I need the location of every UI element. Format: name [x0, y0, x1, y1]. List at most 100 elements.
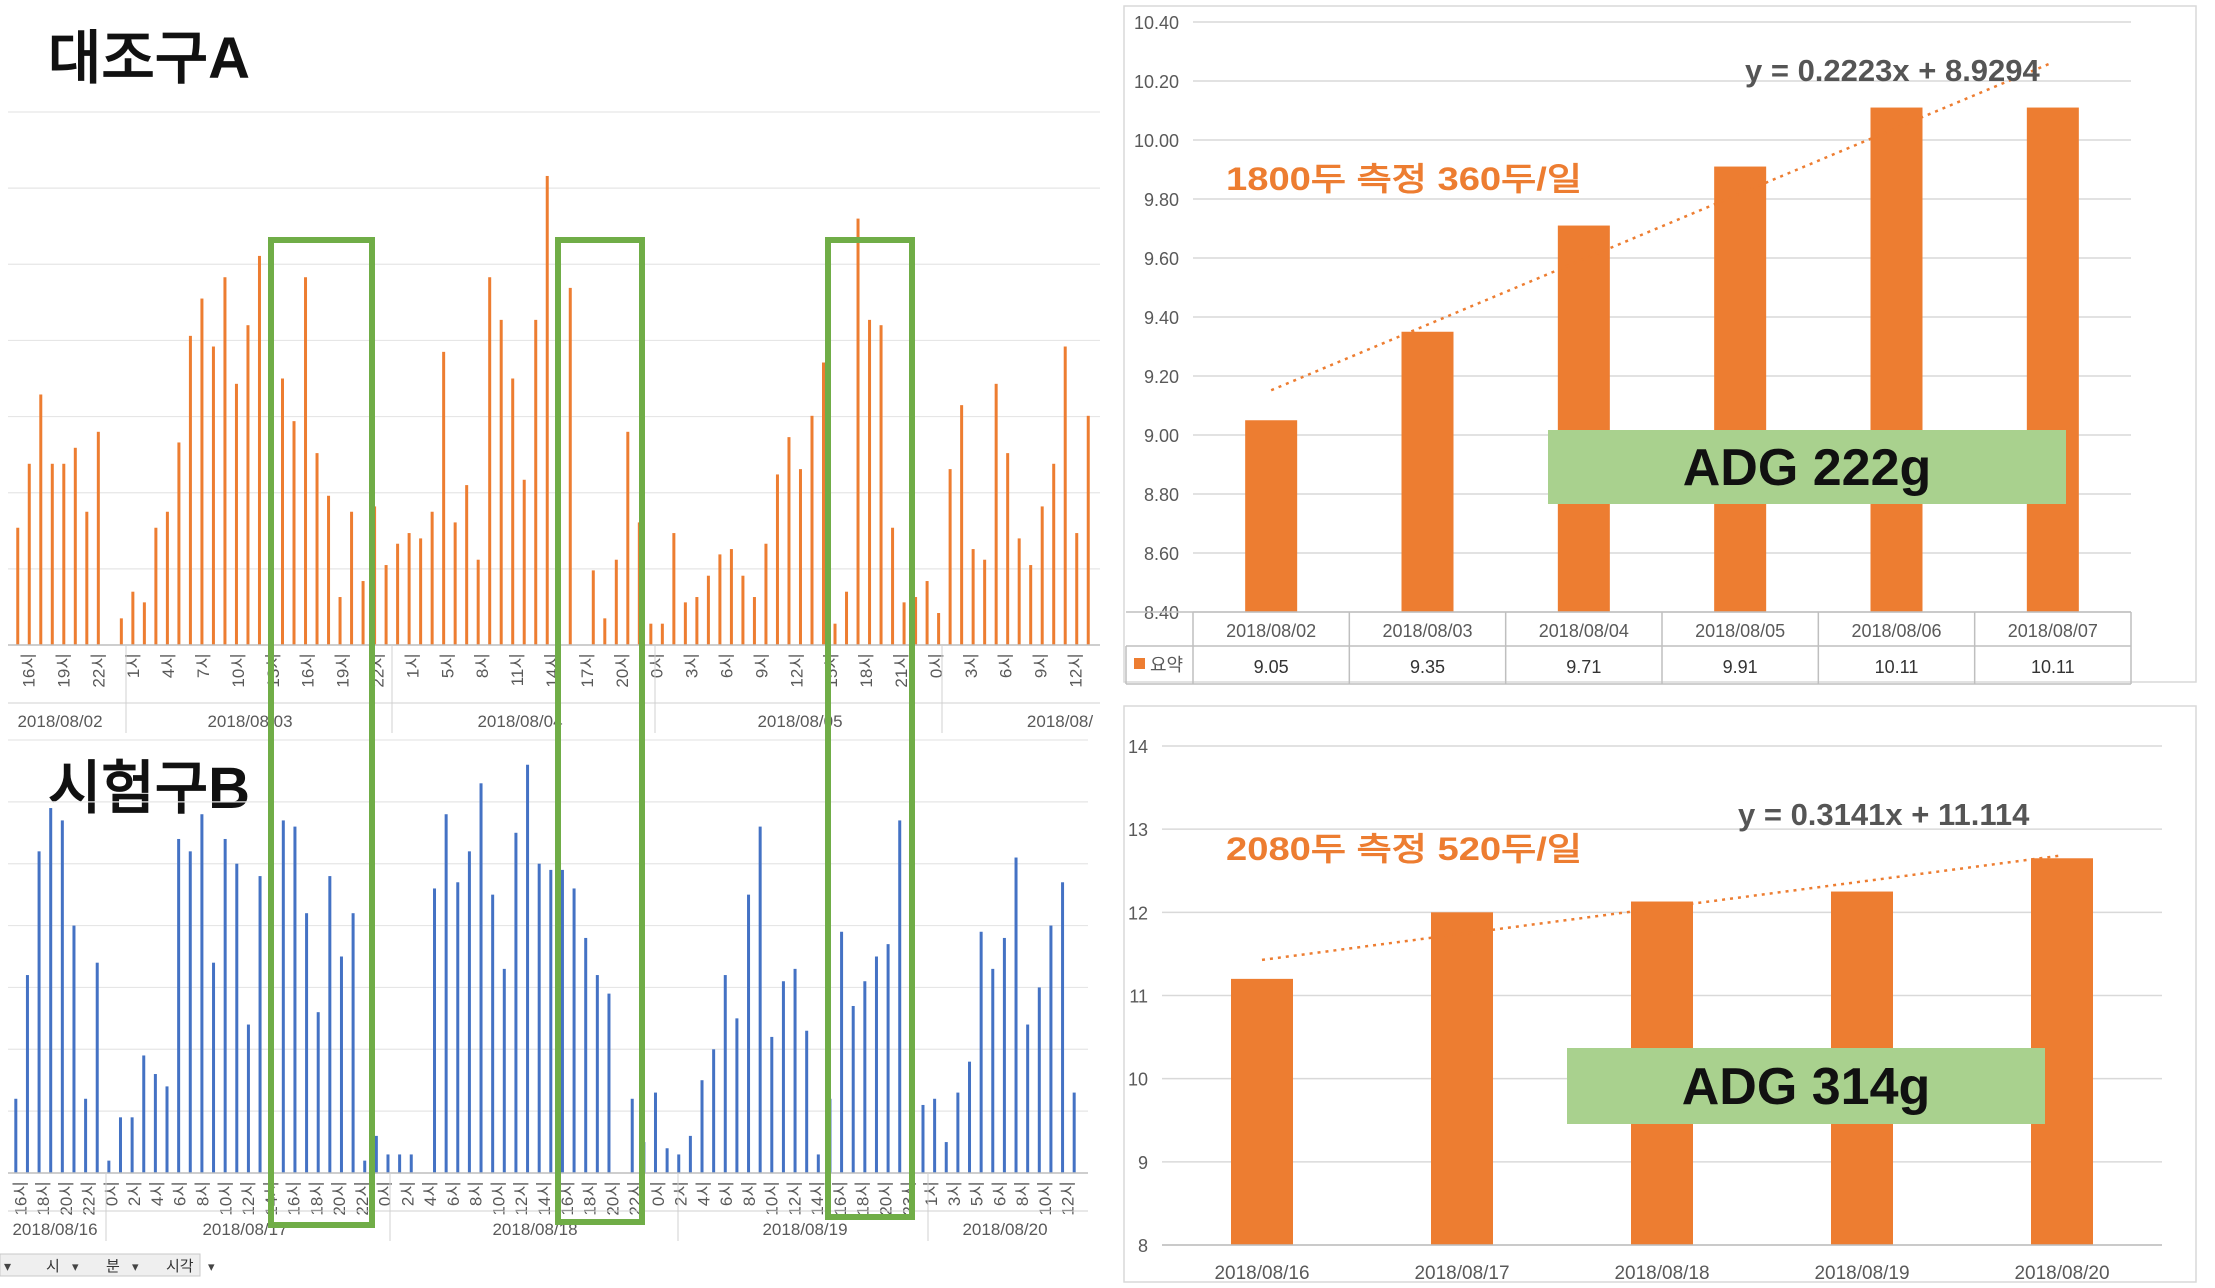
x-category-label: 2018/08/04 — [1539, 621, 1629, 641]
hourly-bar — [706, 575, 710, 645]
hour-label: 20시 — [57, 1181, 76, 1216]
hourly-bar — [514, 832, 518, 1173]
hour-label: 8시 — [473, 653, 492, 678]
hourly-bar — [50, 463, 54, 645]
daily-bar — [1870, 107, 1923, 613]
date-label: 2018/08/02 — [17, 712, 102, 731]
field-button-label: 시 — [46, 1258, 60, 1275]
hour-label: 6시 — [990, 1181, 1009, 1206]
hour-label: 8시 — [1013, 1181, 1032, 1206]
hourly-bar — [968, 1061, 972, 1173]
hourly-charts-panel: 대조구A 시험구B 16시 19시 22시 1시 4시 7시 10시 13시 16시 19시 22시… — [0, 0, 1105, 1288]
y-tick-label: 8.60 — [1144, 544, 1179, 564]
hourly-bar — [994, 383, 998, 645]
hourly-bar — [84, 1098, 88, 1173]
hourly-bar — [246, 1024, 250, 1173]
hourly-bar — [72, 925, 76, 1173]
x-category-label: 2018/08/16 — [1214, 1263, 1309, 1284]
hourly-bar — [660, 623, 664, 645]
hourly-bar — [200, 814, 204, 1173]
hourly-bar — [700, 1080, 704, 1173]
hour-label: 20시 — [613, 653, 632, 688]
hourly-bar — [14, 1098, 18, 1173]
y-tick-label: 12 — [1128, 903, 1148, 923]
hour-label: 3시 — [945, 1181, 964, 1206]
hour-label: 19시 — [54, 653, 73, 688]
date-label: 2018/08/17 — [202, 1220, 287, 1239]
hourly-bar — [723, 975, 727, 1173]
trendline — [1270, 61, 2054, 392]
hour-label: 18시 — [854, 1181, 873, 1216]
hourly-bar — [350, 511, 354, 645]
hourly-bar — [649, 623, 653, 645]
y-tick-label: 9.60 — [1144, 249, 1179, 269]
hourly-bar — [584, 937, 588, 1173]
hourly-bar — [937, 613, 941, 645]
adg-callout-box — [1567, 1048, 2045, 1124]
hourly-bar — [741, 575, 745, 645]
y-tick-label: 13 — [1128, 820, 1148, 840]
hour-label: 22시 — [353, 1181, 372, 1216]
hourly-bar — [793, 968, 797, 1173]
hour-label: 14시 — [535, 1181, 554, 1216]
chart-frame — [1123, 5, 2197, 683]
hourly-bar — [845, 591, 849, 645]
hourly-bar — [545, 175, 549, 645]
hour-label: 16시 — [299, 653, 318, 688]
hourly-bar — [304, 277, 308, 645]
hourly-bar — [223, 277, 227, 645]
hourly-bar — [591, 570, 595, 645]
hour-label: 3시 — [962, 653, 981, 678]
hourly-bar — [1063, 346, 1067, 645]
hourly-bar — [465, 485, 469, 645]
hourly-bar — [62, 463, 66, 645]
highlight-box — [555, 237, 645, 1225]
hour-label: 0시 — [927, 653, 946, 678]
hourly-bar — [234, 383, 238, 645]
dropdown-arrow-icon: ▾ — [72, 1259, 79, 1274]
hour-label: 8시 — [467, 1181, 486, 1206]
hour-label: 22시 — [89, 653, 108, 688]
hourly-bar — [879, 325, 883, 645]
legend-key — [1134, 658, 1145, 669]
field-button-label: 시각 — [166, 1258, 194, 1275]
hour-label: 16시 — [558, 1181, 577, 1216]
highlight-box — [825, 237, 915, 1220]
hourly-bar — [630, 1098, 634, 1173]
hourly-bar — [281, 378, 284, 645]
hour-label: 6시 — [444, 1181, 463, 1206]
hour-label: 3시 — [683, 653, 702, 678]
panel-divider — [1100, 0, 2215, 1288]
hourly-bar — [433, 888, 437, 1173]
hourly-bar — [1040, 506, 1044, 645]
hourly-bar — [822, 362, 825, 645]
hourly-bar — [502, 968, 506, 1173]
hourly-bar — [361, 581, 365, 645]
highlight-box — [268, 237, 375, 1228]
hourly-bar — [758, 826, 762, 1173]
hourly-bar — [891, 527, 895, 645]
hourly-bar — [351, 913, 355, 1173]
hour-label: 18시 — [34, 1181, 53, 1216]
hourly-bar — [118, 1117, 122, 1173]
hour-label: 20시 — [603, 1181, 622, 1216]
daily-bar — [2031, 858, 2093, 1245]
x-category-label: 2018/08/06 — [1851, 621, 1941, 641]
y-tick-label: 9.80 — [1144, 190, 1179, 210]
x-category-label: 2018/08/03 — [1382, 621, 1472, 641]
hourly-bar — [775, 474, 779, 645]
hourly-bar — [672, 533, 676, 645]
hourly-bar — [626, 431, 630, 645]
hour-label: 18시 — [307, 1181, 326, 1216]
right-panel-background — [1100, 0, 2215, 1288]
hourly-bar — [39, 394, 43, 645]
hourly-bar — [863, 981, 867, 1173]
hour-label: 1시 — [922, 1181, 941, 1206]
hourly-bar — [537, 863, 541, 1173]
hourly-bar — [603, 618, 607, 645]
hour-label: 20시 — [330, 1181, 349, 1216]
hour-label: 1시 — [124, 653, 143, 678]
hourly-bar — [165, 1086, 169, 1173]
hourly-bar — [914, 597, 918, 645]
hourly-bar — [476, 559, 480, 645]
